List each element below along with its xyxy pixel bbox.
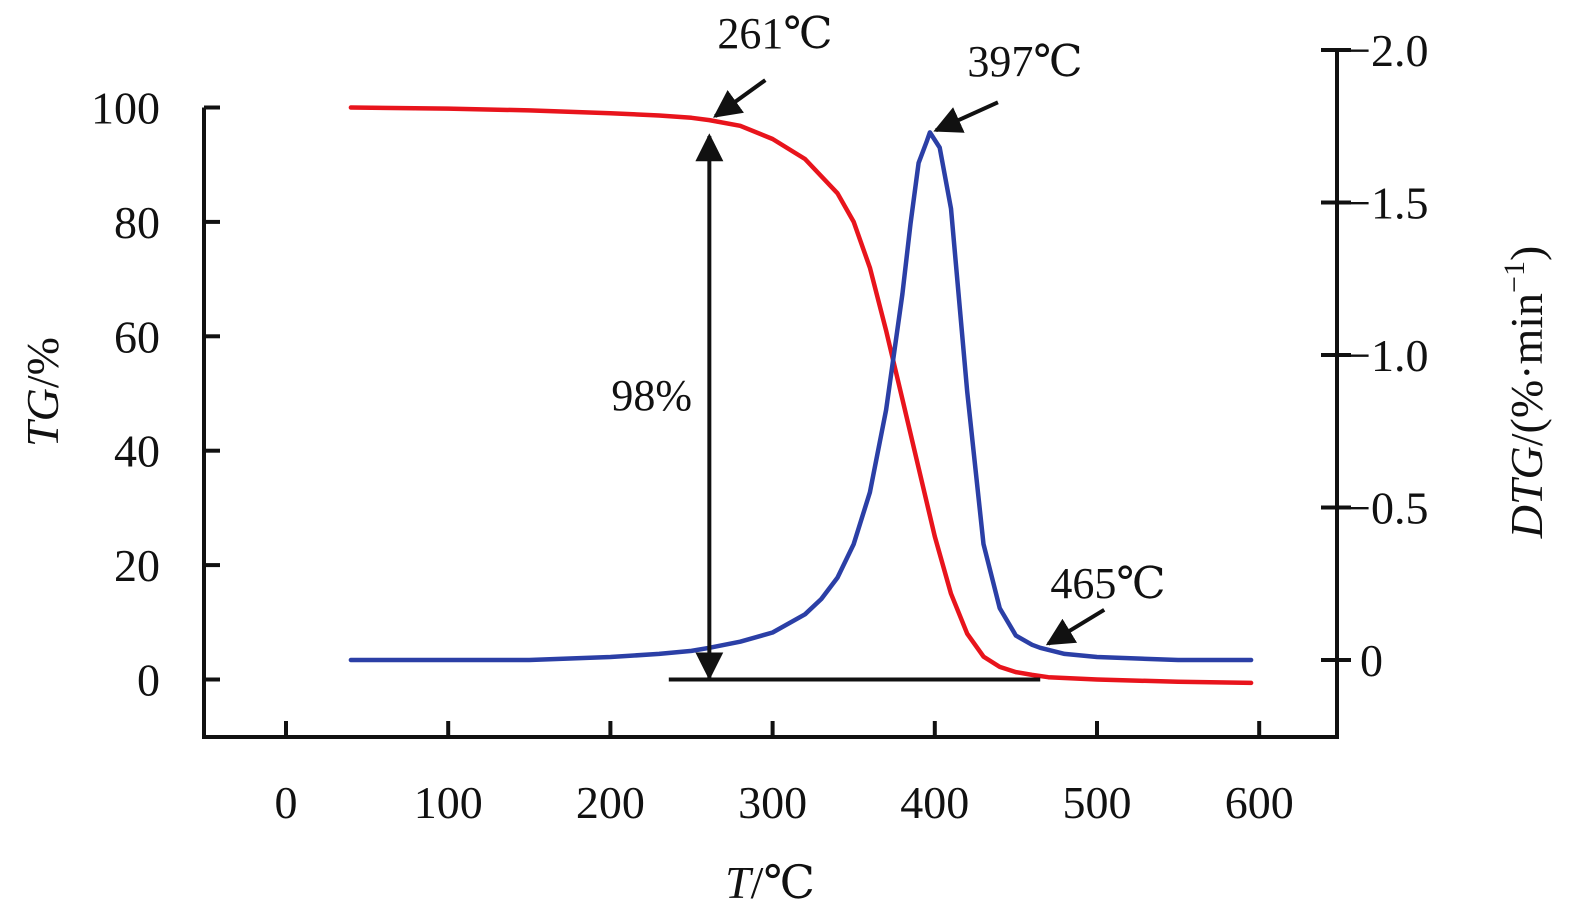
- x-axis-title: T/℃: [725, 857, 815, 908]
- y-left-axis-title: TG/%: [17, 337, 68, 447]
- y-right-axis-title: DTG/(%·min−1): [1498, 246, 1552, 540]
- annotation-261c: 261℃: [717, 9, 832, 58]
- pointer-arrow-465c: [1045, 608, 1106, 646]
- y-left-tick-label: 60: [114, 311, 160, 362]
- annotation-marks: [668, 78, 1106, 682]
- series-group: [348, 105, 1254, 686]
- pointer-arrow-261c: [713, 78, 767, 118]
- axes: [202, 52, 1339, 739]
- x-tick-label: 0: [275, 777, 298, 828]
- y-right-tick-label: −0.5: [1345, 483, 1428, 534]
- y-right-tick-label: −1.5: [1345, 178, 1428, 229]
- y-right-tick-label: 0: [1360, 635, 1383, 686]
- x-tick-label: 200: [576, 777, 645, 828]
- tg-series-line: [348, 105, 1254, 686]
- y-right-tick-label: −2.0: [1345, 25, 1428, 76]
- y-left-tick-label: 80: [114, 197, 160, 248]
- y-left-tick-label: 40: [114, 426, 160, 477]
- y-left-tick-label: 0: [137, 655, 160, 706]
- x-tick-label: 400: [900, 777, 969, 828]
- y-left-tick-label: 100: [91, 83, 160, 134]
- y-left-tick-label: 20: [114, 540, 160, 591]
- pointer-arrow-397c: [933, 100, 999, 133]
- x-tick-label: 100: [414, 777, 483, 828]
- annotation-397c: 397℃: [967, 37, 1082, 86]
- x-tick-label: 600: [1225, 777, 1294, 828]
- annotation-465c: 465℃: [1050, 559, 1165, 608]
- x-tick-label: 500: [1063, 777, 1132, 828]
- x-tick-label: 300: [738, 777, 807, 828]
- y-right-tick-label: −1.0: [1345, 330, 1428, 381]
- ticks: 0 100 200 300 400 500 600 0 20 40 60 80 100 0 −0.5 −1.0…: [91, 25, 1428, 828]
- dtg-series-line: [348, 130, 1254, 663]
- annotation-98-percent: 98%: [611, 371, 692, 420]
